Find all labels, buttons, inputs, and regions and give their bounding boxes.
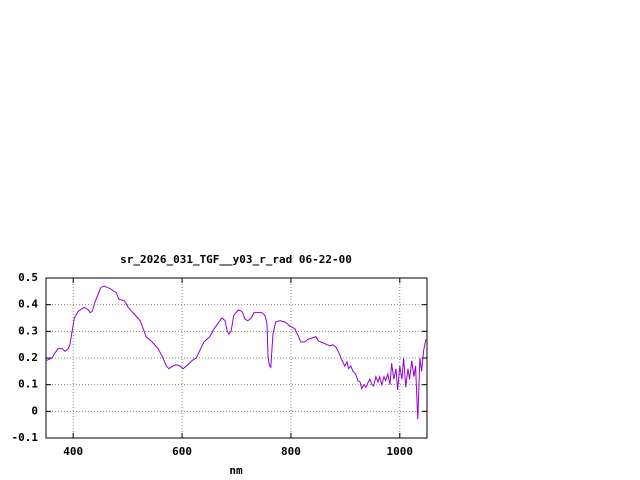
- y-tick-label: 0.4: [18, 298, 38, 311]
- x-tick-label: 600: [172, 445, 192, 458]
- y-tick-label: 0.2: [18, 351, 38, 364]
- x-tick-label: 400: [63, 445, 83, 458]
- x-tick-label: 1000: [387, 445, 414, 458]
- plot-frame: [45, 277, 428, 439]
- y-tick-label: 0: [31, 404, 38, 417]
- x-axis-label: nm: [229, 464, 243, 477]
- x-tick-label: 800: [281, 445, 301, 458]
- chart-title: sr_2026_031_TGF__y03_r_rad 06-22-00: [120, 253, 352, 266]
- y-tick-label: -0.1: [12, 431, 39, 444]
- y-tick-label: 0.3: [18, 324, 38, 337]
- y-tick-label: 0.5: [18, 271, 38, 284]
- y-tick-label: 0.1: [18, 378, 38, 391]
- data-line: [45, 285, 427, 420]
